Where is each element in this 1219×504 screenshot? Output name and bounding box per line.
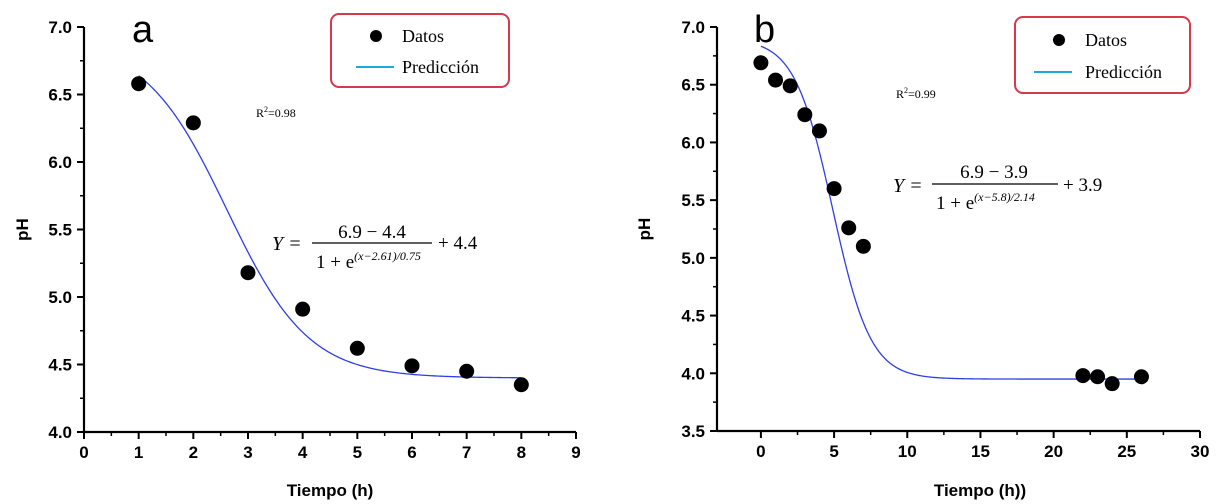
p0-data-point (131, 76, 147, 92)
equation-lhs-b: Y = (893, 175, 923, 197)
equation-denominator-b: 1 + e(x−5.8)/2.14 (936, 190, 1035, 214)
chart-b-svg: b Datos Predicción R2=0.99 Y = 6.9 − 3.9… (635, 9, 1210, 500)
panel-label-a: a (132, 9, 154, 51)
p1-y-tick-label: 6.5 (681, 76, 705, 95)
p0-x-tick-label: 3 (243, 443, 252, 462)
p0-data-point (349, 340, 365, 356)
equation-numerator-a: 6.9 − 4.4 (338, 222, 406, 243)
legend-b: Datos Predicción (1014, 16, 1191, 94)
legend-label-datos-b: Datos (1085, 30, 1127, 50)
p1-y-tick-label: 7.0 (681, 18, 705, 37)
p0-x-tick-label: 1 (134, 443, 143, 462)
p0-data-point (240, 265, 256, 281)
p1-data-point (768, 72, 784, 88)
p0-y-tick-label: 4.0 (48, 423, 72, 442)
p0-y-tick-label: 6.5 (48, 86, 72, 105)
r2-sup-b: 2 (904, 86, 908, 95)
chart-panel-b: b Datos Predicción R2=0.99 Y = 6.9 − 3.9… (610, 0, 1219, 504)
equation-a: Y = 6.9 − 4.4 1 + e(x−2.61)/0.75 + 4.4 (272, 222, 478, 273)
p0-data-point (404, 358, 420, 374)
equation-den-exp-a: (x−2.61)/0.75 (354, 249, 421, 263)
p0-y-tick-label: 4.5 (48, 356, 72, 375)
p0-prediction-curve (138, 75, 522, 379)
r2-value-a: =0.98 (268, 106, 296, 120)
equation-denominator-a: 1 + e(x−2.61)/0.75 (316, 249, 421, 273)
p0-x-tick-label: 9 (571, 443, 580, 462)
p1-y-tick-label: 3.5 (681, 422, 705, 441)
equation-den-exp-b: (x−5.8)/2.14 (974, 190, 1035, 204)
legend-marker-datos-a (370, 30, 382, 42)
p1-data-point (855, 238, 871, 254)
p1-data-point (811, 123, 827, 139)
p0-y-tick-label: 6.0 (48, 153, 72, 172)
p0-x-tick-label: 6 (407, 443, 416, 462)
chart-panel-a: a Datos Predicción R2=0.98 Y = 6.9 − 4.4… (0, 0, 600, 504)
p1-y-tick-label: 5.5 (681, 191, 705, 210)
p1-y-tick-label: 4.5 (681, 307, 705, 326)
legend-marker-datos-b (1053, 34, 1065, 46)
p0-x-tick-label: 2 (189, 443, 198, 462)
p1-x-tick-label: 10 (898, 442, 917, 461)
p0-y-tick-label: 5.0 (48, 288, 72, 307)
p1-data-point (1075, 368, 1091, 384)
r2-label-b: R2=0.99 (896, 86, 936, 101)
chart-a-svg: a Datos Predicción R2=0.98 Y = 6.9 − 4.4… (13, 9, 581, 500)
r2-base-a: R (256, 106, 264, 120)
p0-x-tick-label: 4 (298, 443, 308, 462)
r2-base-b: R (896, 87, 904, 101)
r2-value-b: =0.99 (908, 87, 936, 101)
equation-lhs-a: Y = (272, 233, 302, 255)
p0-y-axis-title: pH (13, 218, 32, 241)
p0-data-point (185, 115, 201, 131)
p1-y-tick-label: 4.0 (681, 364, 705, 383)
p0-data-point (459, 363, 475, 379)
p0-y-tick-label: 5.5 (48, 221, 72, 240)
p1-y-tick-label: 6.0 (681, 133, 705, 152)
p0-y-tick-label: 7.0 (48, 18, 72, 37)
legend-label-datos-a: Datos (402, 26, 444, 46)
p0-x-tick-label: 7 (462, 443, 471, 462)
p1-x-tick-label: 0 (756, 442, 765, 461)
legend-label-prediccion-b: Predicción (1085, 62, 1162, 82)
p1-x-tick-label: 15 (971, 442, 990, 461)
p0-data-point (295, 301, 311, 317)
equation-numerator-b: 6.9 − 3.9 (960, 162, 1028, 183)
equation-den-base-a: 1 + e (316, 252, 354, 273)
p0-data-point (513, 377, 529, 393)
p1-x-tick-label: 30 (1191, 442, 1210, 461)
equation-tail-a: + 4.4 (438, 233, 478, 254)
p1-x-tick-label: 25 (1117, 442, 1136, 461)
p0-x-tick-label: 8 (517, 443, 526, 462)
p1-data-point (1133, 369, 1149, 385)
p1-data-point (782, 78, 798, 94)
equation-den-base-b: 1 + e (936, 193, 974, 214)
p1-y-tick-label: 5.0 (681, 249, 705, 268)
p1-data-point (753, 55, 769, 71)
p1-data-point (826, 181, 842, 197)
legend-a: Datos Predicción (330, 13, 510, 88)
p1-data-point (1090, 369, 1106, 385)
r2-sup-a: 2 (264, 105, 268, 114)
equation-tail-b: + 3.9 (1063, 175, 1102, 196)
panel-label-b: b (754, 9, 775, 51)
p1-data-point (841, 220, 857, 236)
p1-y-axis-title: pH (635, 218, 654, 241)
p1-data-point (797, 107, 813, 123)
r2-label-a: R2=0.98 (256, 105, 296, 120)
p1-x-axis-title: Tiempo (h)) (934, 481, 1026, 500)
legend-label-prediccion-a: Predicción (402, 57, 479, 77)
equation-b: Y = 6.9 − 3.9 1 + e(x−5.8)/2.14 + 3.9 (893, 162, 1102, 214)
p1-x-tick-label: 20 (1044, 442, 1063, 461)
p1-data-point (1104, 376, 1120, 392)
p0-x-tick-label: 0 (79, 443, 88, 462)
p0-x-axis-title: Tiempo (h) (287, 481, 374, 500)
p0-x-tick-label: 5 (353, 443, 362, 462)
p1-x-tick-label: 5 (829, 442, 838, 461)
